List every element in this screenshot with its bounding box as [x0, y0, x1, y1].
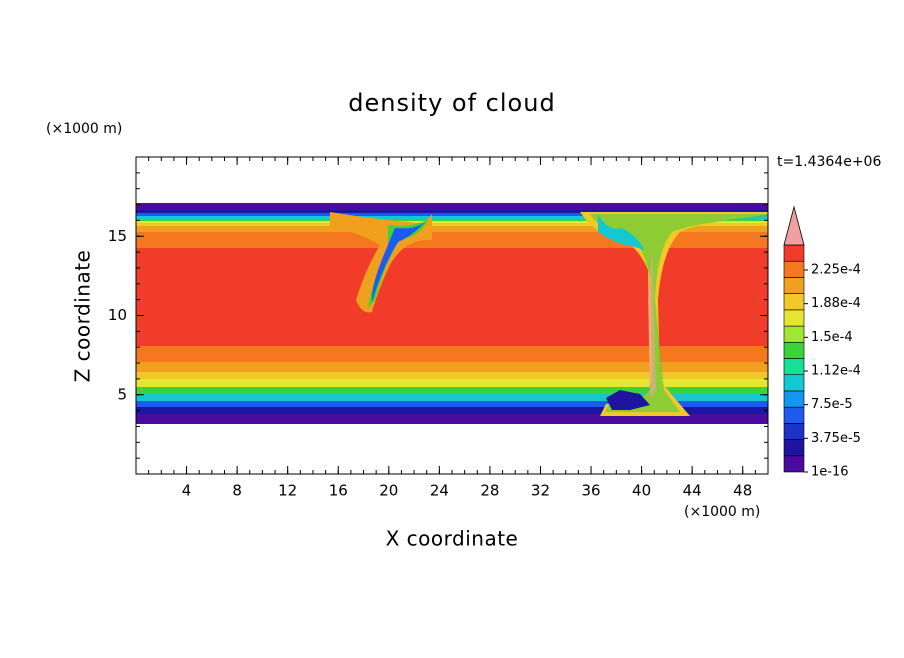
- x-tick-label: 16: [329, 482, 348, 500]
- colorbar-box: [783, 439, 805, 457]
- x-tick-label: 36: [581, 482, 600, 500]
- colorbar-label: 3.75e-5: [811, 431, 861, 446]
- colorbar-label: 1.5e-4: [811, 330, 853, 345]
- colorbar-box: [783, 293, 805, 311]
- colorbar-box: [783, 309, 805, 327]
- colorbar-box: [783, 455, 805, 473]
- x-tick-label: 20: [379, 482, 398, 500]
- colorbar-box: [783, 423, 805, 440]
- x-tick-label: 8: [232, 482, 242, 500]
- x-tick-label: 48: [733, 482, 752, 500]
- colorbar-box: [783, 374, 805, 392]
- colorbar-label: 1.88e-4: [811, 296, 861, 311]
- colorbar-box: [783, 277, 805, 294]
- colorbar-box: [783, 406, 805, 424]
- time-label: t=1.4364e+06: [777, 154, 881, 170]
- colorbar-box: [783, 358, 805, 376]
- x-unit: (×1000 m): [684, 504, 760, 520]
- y-tick-label: 15: [108, 227, 127, 245]
- x-tick-label: 28: [480, 482, 499, 500]
- colorbar-label: 7.5e-5: [811, 397, 853, 412]
- x-tick-label: 24: [430, 482, 449, 500]
- colorbar-box: [783, 341, 805, 359]
- colorbar-extend: [783, 205, 805, 246]
- x-axis-label: X coordinate: [386, 527, 519, 551]
- y-unit: (×1000 m): [46, 121, 122, 137]
- chart-title: density of cloud: [348, 89, 555, 117]
- x-tick-label: 44: [683, 482, 702, 500]
- x-tick-label: 4: [182, 482, 192, 500]
- x-tick-label: 32: [531, 482, 550, 500]
- contour-field: [136, 203, 768, 424]
- y-tick-label: 10: [108, 306, 127, 324]
- colorbar-label: 1.12e-4: [811, 364, 861, 379]
- y-tick-label: 5: [117, 385, 127, 403]
- y-axis-label: Z coordinate: [71, 250, 95, 383]
- colorbar-box: [783, 244, 805, 262]
- colorbar-box: [783, 260, 805, 278]
- colorbar-box: [783, 325, 805, 343]
- x-tick-label: 40: [632, 482, 651, 500]
- colorbar-box: [783, 390, 805, 408]
- x-tick-label: 12: [278, 482, 297, 500]
- colorbar-label: 1e-16: [811, 465, 849, 480]
- colorbar-label: 2.25e-4: [811, 263, 861, 278]
